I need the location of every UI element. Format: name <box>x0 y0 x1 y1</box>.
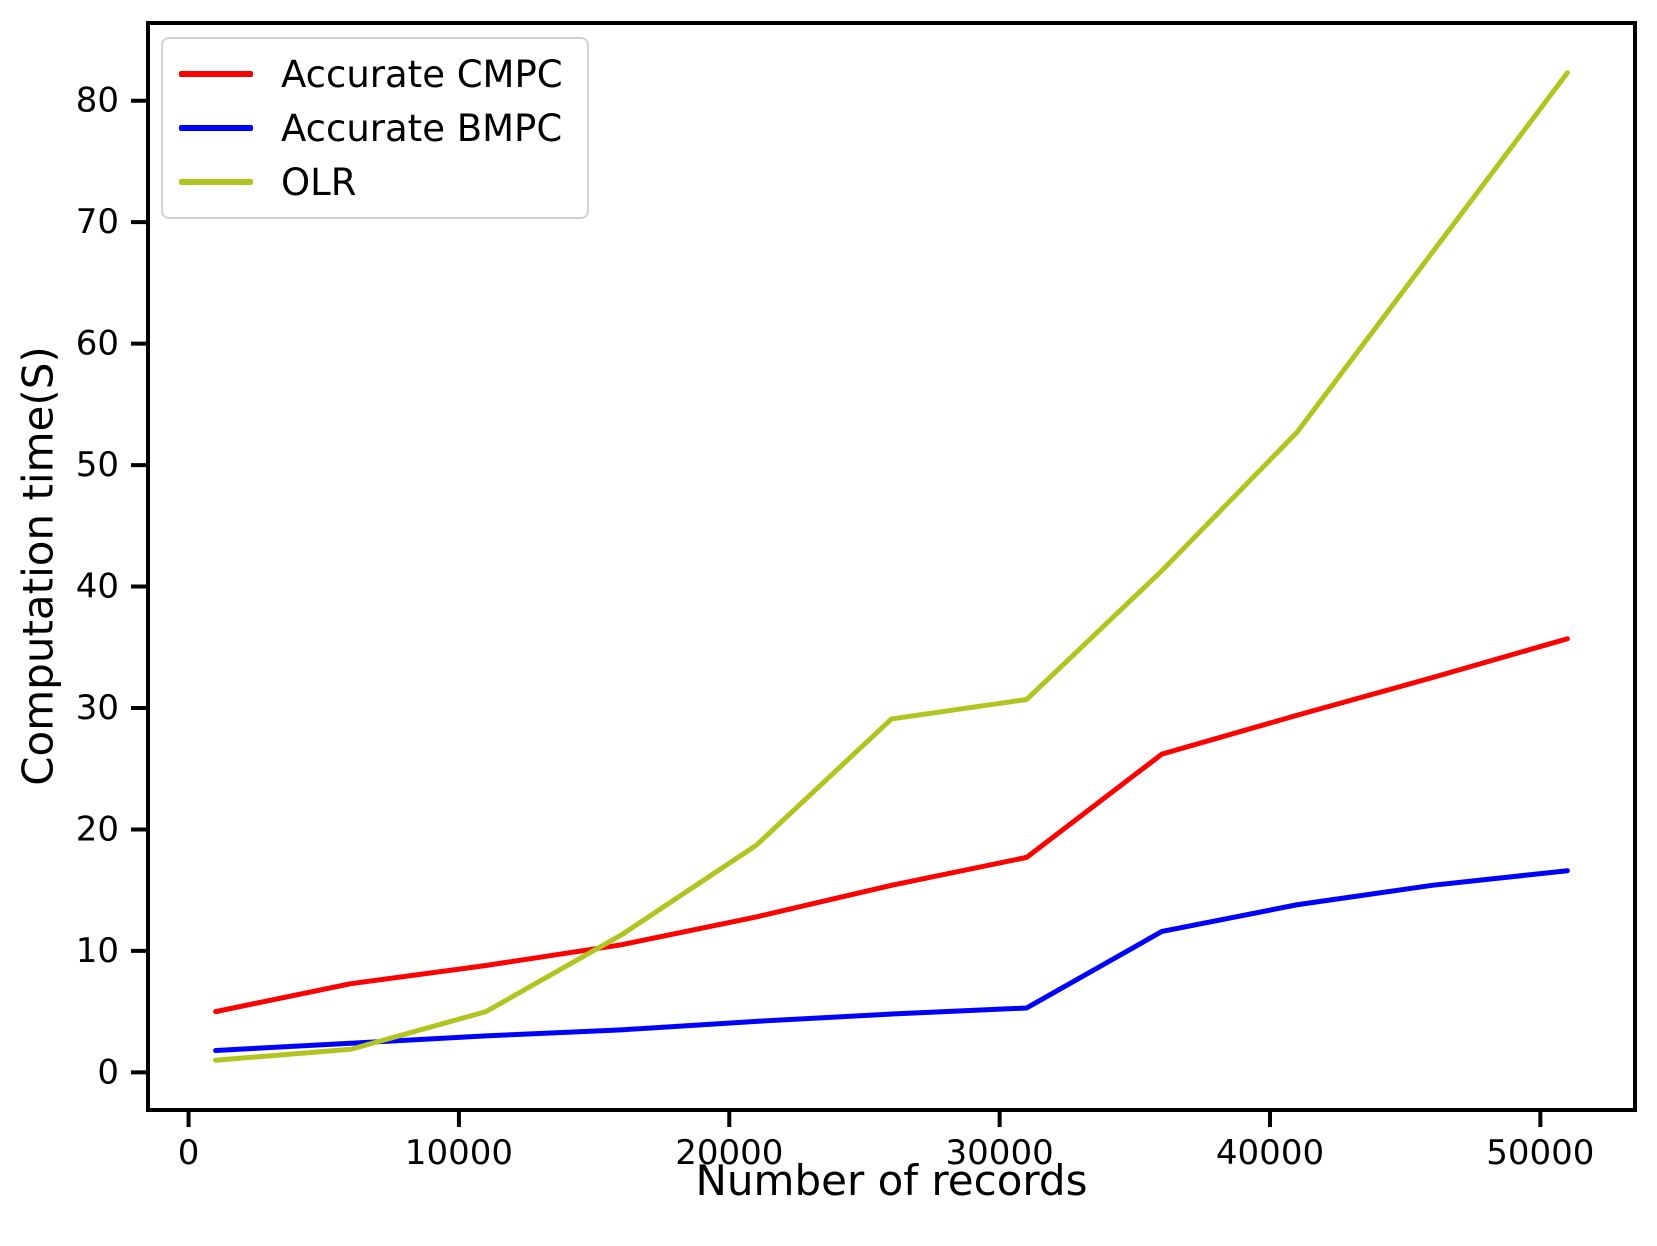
y-tick-label: 20 <box>76 809 119 849</box>
y-tick-label: 50 <box>76 445 119 485</box>
legend-line-swatch-blue <box>179 125 253 131</box>
y-tick-label: 80 <box>76 81 119 121</box>
x-axis-label: Number of records <box>695 1156 1088 1205</box>
series-line-olr <box>213 70 1570 1063</box>
legend-line-swatch-red <box>179 71 253 77</box>
legend-label: OLR <box>281 160 357 204</box>
x-tick-label: 50000 <box>1486 1133 1594 1173</box>
y-tick-label: 0 <box>97 1052 119 1092</box>
series-line-accurate-bmpc <box>213 868 1570 1053</box>
legend-label: Accurate CMPC <box>281 52 563 96</box>
y-tick-label: 70 <box>76 202 119 242</box>
legend-item-accurate-bmpc: Accurate BMPC <box>179 105 563 151</box>
x-tick-label: 20000 <box>675 1133 783 1173</box>
x-tick-label: 30000 <box>946 1133 1054 1173</box>
legend-item-olr: OLR <box>179 159 563 205</box>
legend-line-swatch-olive <box>179 179 253 185</box>
x-tick-label: 10000 <box>405 1133 513 1173</box>
y-tick-label: 30 <box>76 688 119 728</box>
y-tick-label: 60 <box>76 324 119 364</box>
x-tick-label: 40000 <box>1216 1133 1324 1173</box>
y-axis-label: Computation time(S) <box>13 346 63 786</box>
legend: Accurate CMPC Accurate BMPC OLR <box>161 37 589 219</box>
legend-label: Accurate BMPC <box>281 106 563 150</box>
legend-item-accurate-cmpc: Accurate CMPC <box>179 51 563 97</box>
series-line-accurate-cmpc <box>213 636 1570 1015</box>
y-tick-label: 40 <box>76 567 119 607</box>
y-tick-label: 10 <box>76 931 119 971</box>
plot-border <box>146 21 1637 1112</box>
x-tick-label: 0 <box>178 1133 200 1173</box>
